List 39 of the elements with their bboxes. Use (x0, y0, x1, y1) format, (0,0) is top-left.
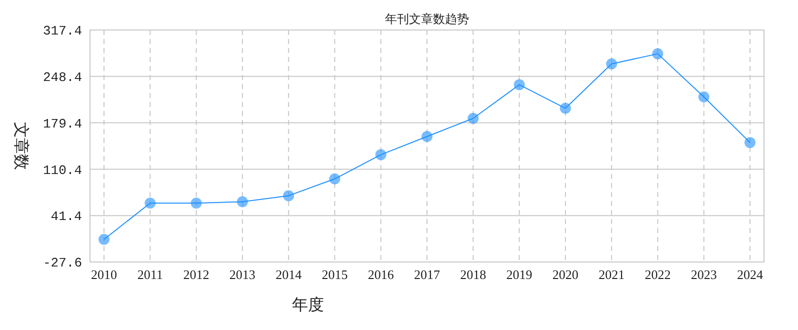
point (329, 173, 340, 184)
point (190, 198, 202, 209)
point (144, 198, 156, 209)
point (468, 112, 479, 124)
point (606, 58, 618, 70)
x-tick-label: 2010 (91, 267, 117, 282)
y-tick-label: 41.4 (50, 209, 82, 224)
y-tick-label: 110.4 (42, 162, 82, 178)
y-axis-title: 文章数 (12, 122, 30, 170)
x-tick-label: 2017 (414, 267, 440, 282)
point (375, 149, 386, 160)
x-tick-label: 2013 (229, 267, 256, 282)
point (560, 102, 571, 114)
y-tick-label: 317.4 (42, 24, 82, 39)
point (98, 234, 110, 245)
x-tick-label: 2014 (276, 267, 302, 282)
point (698, 91, 710, 102)
x-tick-label: 2023 (690, 267, 717, 282)
x-tick-label: 2016 (368, 267, 394, 282)
x-tick-label: 2011 (137, 267, 163, 282)
x-tick-label: 2020 (552, 267, 578, 282)
point (652, 48, 664, 60)
x-axis-title: 年度 (292, 296, 324, 314)
point (422, 131, 432, 142)
chart-title: 年刊文章数趋势 (385, 12, 469, 26)
x-tick-label: 2012 (183, 267, 210, 282)
x-tick-label: 2024 (737, 267, 764, 282)
point (236, 196, 248, 208)
point (283, 190, 294, 202)
y-tick-label: 248.4 (42, 70, 82, 85)
x-tick-label: 2022 (644, 267, 671, 282)
x-tick-label: 2021 (598, 267, 625, 282)
y-tick-label: -27.6 (42, 256, 82, 271)
y-tick-label: 179.4 (42, 116, 82, 132)
point (744, 137, 756, 148)
point (514, 79, 525, 90)
x-tick-label: 2019 (506, 267, 532, 282)
x-tick-label: 2015 (322, 267, 348, 282)
x-tick-label: 2018 (460, 267, 486, 282)
